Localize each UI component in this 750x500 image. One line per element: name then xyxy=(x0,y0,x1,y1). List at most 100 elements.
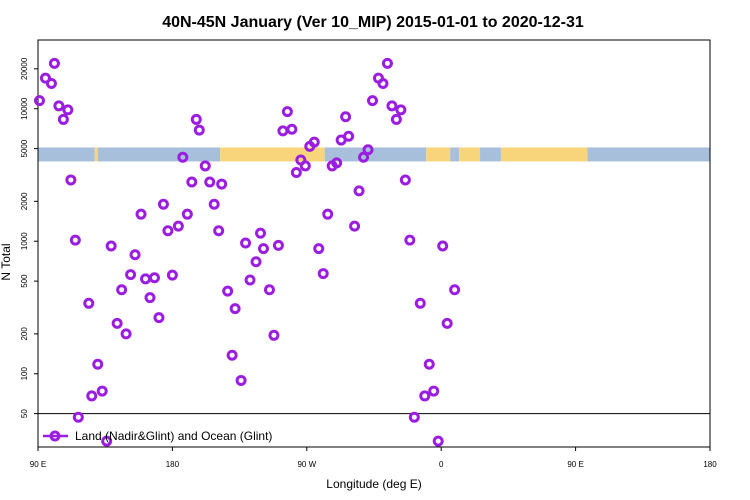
x-tick-label: 0 xyxy=(439,460,444,469)
data-point xyxy=(116,284,128,296)
x-axis-label: Longitude (deg E) xyxy=(326,477,421,491)
data-point xyxy=(390,113,402,125)
data-point xyxy=(255,227,267,239)
data-point xyxy=(190,113,202,125)
data-point xyxy=(186,176,198,188)
data-point xyxy=(157,198,169,210)
data-point xyxy=(162,225,174,237)
y-tick-label: 5000 xyxy=(20,139,29,157)
data-point xyxy=(153,312,165,324)
data-point xyxy=(177,151,189,163)
data-point xyxy=(395,104,407,116)
data-point xyxy=(229,303,241,315)
data-point xyxy=(404,234,416,246)
data-point xyxy=(69,234,81,246)
data-point xyxy=(208,198,220,210)
data-point xyxy=(268,329,280,341)
data-point xyxy=(377,77,389,89)
data-point xyxy=(299,160,311,172)
data-point xyxy=(199,160,211,172)
x-tick-label: 90 E xyxy=(30,460,46,469)
legend-marker xyxy=(49,430,61,442)
data-point xyxy=(286,123,298,135)
y-tick-label: 100 xyxy=(20,367,29,381)
chart-title: 40N-45N January (Ver 10_MIP) 2015-01-01 … xyxy=(162,14,584,31)
data-point xyxy=(172,220,184,232)
data-point xyxy=(72,411,84,423)
data-point xyxy=(226,349,238,361)
data-point xyxy=(181,208,193,220)
data-point xyxy=(53,100,65,112)
data-point xyxy=(367,95,379,107)
plot-frame xyxy=(37,39,711,448)
data-point xyxy=(33,95,45,107)
y-tick-label: 1000 xyxy=(20,232,29,250)
y-tick-label: 500 xyxy=(20,274,29,288)
data-point xyxy=(120,328,132,340)
data-point xyxy=(111,317,123,329)
strip-segment-land xyxy=(94,147,98,162)
strip-segment-land xyxy=(459,147,481,162)
data-point xyxy=(204,176,216,188)
data-point xyxy=(45,77,57,89)
y-tick-label: 10000 xyxy=(20,97,29,120)
x-tick-label: 180 xyxy=(166,460,180,469)
data-point xyxy=(322,208,334,220)
data-point xyxy=(331,157,343,169)
strip-segment-ocean xyxy=(324,147,427,162)
data-point xyxy=(437,240,449,252)
data-point xyxy=(125,269,137,281)
x-tick-label: 180 xyxy=(703,460,717,469)
legend-label: Land (Nadir&Glint) and Ocean (Glint) xyxy=(75,429,272,443)
data-point xyxy=(432,435,444,447)
data-point xyxy=(349,220,361,232)
strip-segment-ocean xyxy=(480,147,501,162)
data-point xyxy=(386,100,398,112)
data-point xyxy=(62,104,74,116)
data-point xyxy=(362,144,374,156)
data-point xyxy=(193,124,205,136)
data-point xyxy=(381,57,393,69)
data-point xyxy=(281,106,293,118)
data-point xyxy=(263,284,275,296)
data-point xyxy=(216,178,228,190)
data-point xyxy=(313,243,325,255)
data-point xyxy=(428,385,440,397)
land-ocean-strip xyxy=(38,147,710,162)
data-point xyxy=(399,174,411,186)
strip-segment-ocean xyxy=(38,147,95,162)
data-point xyxy=(449,284,461,296)
data-point xyxy=(290,167,302,179)
data-point xyxy=(144,292,156,304)
strip-segment-ocean xyxy=(450,147,460,162)
data-point xyxy=(340,111,352,123)
x-tick-label: 90 E xyxy=(567,460,583,469)
strip-segment-land xyxy=(500,147,588,162)
data-point xyxy=(96,385,108,397)
y-tick-label: 20000 xyxy=(20,57,29,80)
data-point xyxy=(423,358,435,370)
data-point xyxy=(65,174,77,186)
data-point xyxy=(39,72,51,84)
y-axis-label: N Total xyxy=(0,243,13,280)
y-tick-label: 200 xyxy=(20,327,29,341)
data-point xyxy=(166,269,178,281)
data-point xyxy=(101,435,113,447)
y-tick-label: 2000 xyxy=(20,192,29,210)
data-point xyxy=(308,136,320,148)
data-point xyxy=(57,113,69,125)
data-point xyxy=(86,390,98,402)
data-point xyxy=(222,285,234,297)
data-point xyxy=(92,358,104,370)
x-axis: 90 E 180 90 W 0 90 E 180 xyxy=(30,447,717,469)
data-point xyxy=(213,225,225,237)
data-point xyxy=(135,208,147,220)
data-point xyxy=(257,243,269,255)
data-point xyxy=(129,249,141,261)
data-point xyxy=(353,185,365,197)
data-point xyxy=(244,274,256,286)
data-point xyxy=(408,411,420,423)
legend: Land (Nadir&Glint) and Ocean (Glint) xyxy=(43,429,272,443)
y-tick-label: 50 xyxy=(20,409,29,418)
